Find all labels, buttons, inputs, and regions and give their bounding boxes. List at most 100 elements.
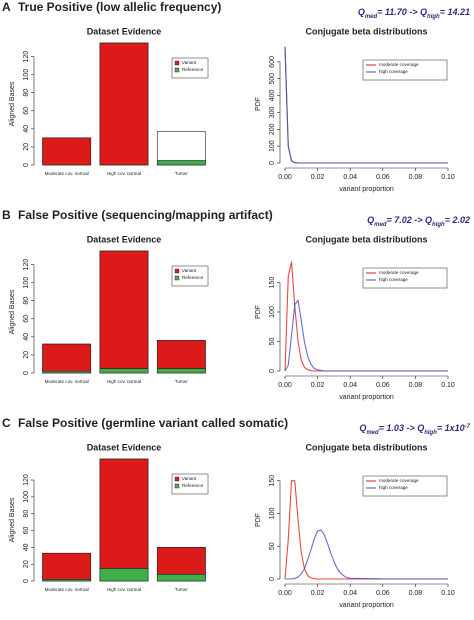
bar-segment: [156, 340, 206, 369]
y-tick-label: 50: [269, 542, 276, 550]
legend-box: [362, 267, 448, 289]
bar-segment: [99, 250, 149, 369]
x-tick-label: 0.10: [441, 590, 455, 597]
x-tick-label: 0.00: [278, 382, 292, 389]
x-tick-label: Moderate cov. normal: [45, 587, 89, 592]
chart-title: Conjugate beta distributions: [305, 234, 427, 244]
y-tick-label: 0: [23, 579, 30, 583]
bar-segment: [99, 42, 149, 166]
legend-label: moderate coverage: [379, 478, 419, 483]
annotation-part: med: [374, 222, 387, 228]
y-tick-label: 40: [23, 125, 30, 133]
bar-segment: [99, 568, 149, 582]
bar-depth: [156, 131, 206, 166]
y-tick-label: 0: [269, 369, 276, 373]
legend-label: Reference: [182, 275, 204, 280]
y-tick-label: 150: [269, 277, 276, 289]
chart-title: Conjugate beta distributions: [305, 26, 427, 36]
panel-title: False Positive (sequencing/mapping artif…: [18, 208, 273, 222]
bar-segment: [156, 368, 206, 374]
annotation: Qmed= 11.70 -> Qhigh= 14.21: [358, 7, 470, 19]
legend-swatch: [174, 483, 180, 489]
annotation-part: = 11.70 -> Q: [377, 7, 427, 17]
legend-label: Variant: [182, 476, 197, 481]
annotation-part: med: [366, 430, 379, 436]
y-tick-label: 300: [269, 106, 276, 118]
legend-box: [171, 265, 209, 287]
bar-segment: [156, 160, 206, 166]
legend-label: moderate coverage: [379, 270, 419, 275]
x-tick-label: High cov. normal: [107, 171, 141, 176]
y-axis-label: Aligned Bases: [9, 289, 16, 334]
x-axis-label: variant proportion: [339, 186, 394, 193]
legend-swatch: [174, 476, 180, 482]
legend-box: [362, 475, 448, 497]
y-tick-label: 60: [23, 107, 30, 115]
bar-segment: [42, 552, 92, 580]
y-tick-label: 80: [23, 297, 30, 305]
pdf-line: [284, 46, 448, 164]
x-tick-label: 0.06: [376, 590, 390, 597]
x-tick-label: 0.04: [343, 590, 357, 597]
y-tick-label: 120: [23, 259, 30, 271]
y-tick-label: 0: [269, 161, 276, 165]
bar-segment: [42, 343, 92, 372]
x-tick-label: 0.04: [343, 382, 357, 389]
x-tick-label: 0.00: [278, 174, 292, 181]
x-tick-label: 0.10: [441, 382, 455, 389]
legend-box: [362, 59, 448, 81]
annotation: Qmed= 7.02 -> Qhigh= 2.02: [367, 215, 470, 227]
annotation-part: = 1.03 -> Q: [379, 423, 425, 433]
x-tick-label: 0.08: [409, 382, 423, 389]
annotation-part: high: [424, 430, 437, 436]
x-tick-label: 0.06: [376, 174, 390, 181]
y-tick-label: 0: [23, 163, 30, 167]
y-tick-label: 50: [269, 338, 276, 346]
x-tick-label: Moderate cov. normal: [45, 379, 89, 384]
y-tick-label: 120: [23, 474, 30, 486]
annotation-part: Q: [367, 215, 374, 225]
legend-box: [171, 57, 209, 79]
annotation-part: = 7.02 -> Q: [387, 215, 433, 225]
y-tick-label: 100: [269, 306, 276, 318]
legend-label: moderate coverage: [379, 62, 419, 67]
y-tick-label: 60: [23, 527, 30, 535]
y-tick-label: 200: [269, 123, 276, 135]
pdf-line: [285, 529, 448, 580]
annotation-part: high: [432, 222, 445, 228]
y-tick-label: 100: [269, 508, 276, 520]
legend-swatch: [174, 60, 180, 66]
legend-swatch: [174, 275, 180, 281]
x-tick-label: Tumor: [175, 379, 189, 384]
y-tick-label: 400: [269, 90, 276, 102]
chart-title: Dataset Evidence: [87, 26, 162, 36]
bar-segment: [156, 573, 206, 582]
y-tick-label: 40: [23, 333, 30, 341]
y-tick-label: 0: [269, 577, 276, 581]
annotation-part: high: [427, 14, 440, 20]
chart-title: Dataset Evidence: [87, 442, 162, 452]
legend-label: Variant: [182, 268, 197, 273]
chart-title: Conjugate beta distributions: [305, 442, 427, 452]
panel-letter: C: [2, 416, 11, 430]
y-tick-label: 100: [23, 277, 30, 289]
legend-label: Reference: [182, 67, 204, 72]
x-axis-label: variant proportion: [339, 394, 394, 401]
y-tick-label: 120: [23, 51, 30, 63]
bar-segment: [156, 547, 206, 575]
x-tick-label: 0.02: [311, 382, 325, 389]
x-tick-label: Tumor: [175, 587, 189, 592]
y-tick-label: 100: [269, 140, 276, 152]
y-tick-label: 500: [269, 73, 276, 85]
annotation: Qmed= 1.03 -> Qhigh= 1x10-7: [359, 423, 470, 435]
legend-label: Variant: [182, 60, 197, 65]
bar-segment: [99, 368, 149, 374]
legend-label: high coverage: [379, 277, 408, 282]
x-tick-label: Moderate cov. normal: [45, 171, 89, 176]
y-axis-label: PDF: [255, 305, 262, 319]
y-tick-label: 600: [269, 56, 276, 68]
x-tick-label: 0.10: [441, 174, 455, 181]
bar-segment: [42, 137, 92, 166]
legend-label: high coverage: [379, 485, 408, 490]
